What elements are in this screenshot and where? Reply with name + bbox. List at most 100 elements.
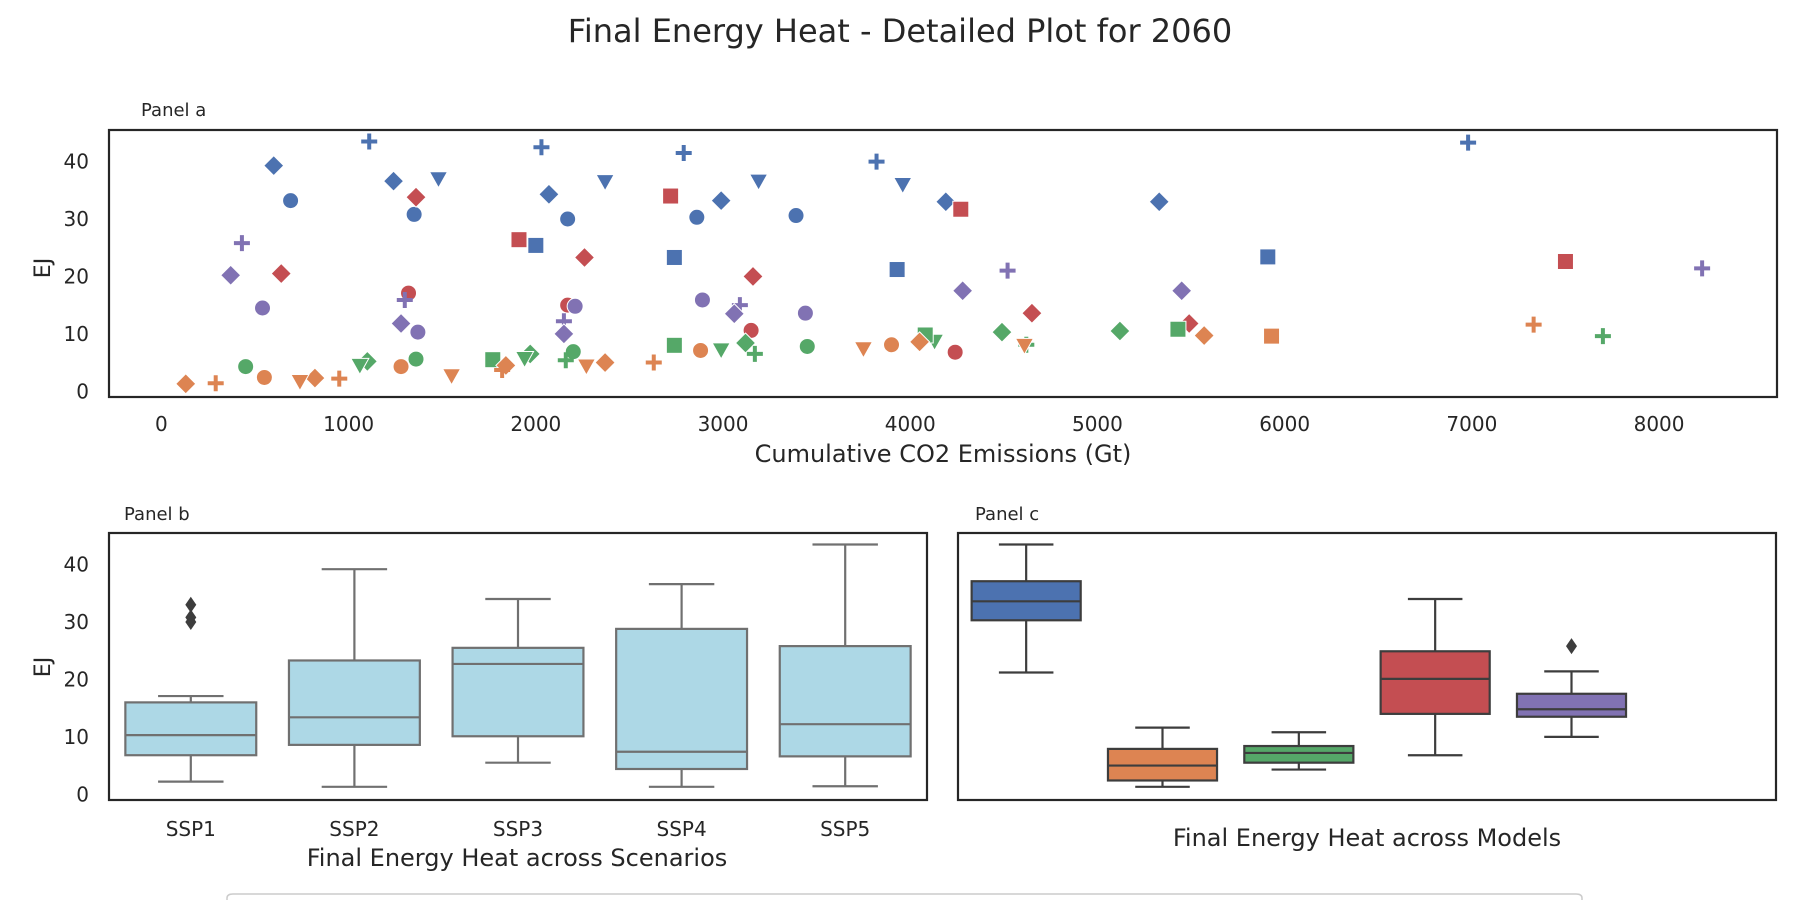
panel-b-boxes xyxy=(124,543,912,788)
scatter-point xyxy=(1263,327,1281,345)
panel-b-ytick-label: 20 xyxy=(64,667,89,691)
panel-a-xtick-label: 2000 xyxy=(510,412,561,436)
panel-b: Panel b EJ Final Energy Heat across Scen… xyxy=(31,504,929,872)
scatter-point xyxy=(510,231,528,249)
scatter-point xyxy=(723,303,745,325)
scatter-point xyxy=(1169,320,1187,338)
scatter-point xyxy=(734,332,757,354)
scatter-point xyxy=(557,352,574,369)
scatter-point xyxy=(710,189,732,212)
scatter-point xyxy=(290,373,310,392)
panel-c-frame xyxy=(956,531,1778,802)
scatter-point xyxy=(675,144,692,161)
panel-c-box xyxy=(970,543,1082,674)
panel-c-box xyxy=(1515,638,1628,738)
panel-c: Panel c Final Energy Heat across Models xyxy=(956,504,1778,852)
scatter-point xyxy=(935,191,957,213)
panel-a: Panel a EJ Cumulative CO2 Emissions (Gt)… xyxy=(31,100,1779,468)
scatter-point xyxy=(952,200,970,218)
panel-b-box xyxy=(287,568,421,788)
scatter-point xyxy=(396,291,413,308)
scatter-point xyxy=(392,358,410,376)
panel-a-xtick-label: 5000 xyxy=(1072,412,1123,436)
panel-b-frame xyxy=(107,531,929,802)
scatter-point xyxy=(888,261,906,279)
panel-b-box xyxy=(124,596,258,783)
scatter-point xyxy=(908,331,931,353)
scatter-point xyxy=(219,264,242,286)
scatter-point xyxy=(796,304,814,322)
panel-b-box-iqr xyxy=(451,646,585,738)
scatter-point xyxy=(853,341,874,359)
scatter-point xyxy=(742,265,764,288)
scatter-point xyxy=(595,174,615,192)
legend-box-edge xyxy=(226,893,1583,900)
scatter-point xyxy=(1460,134,1477,151)
scatter-point xyxy=(441,368,462,386)
scatter-point xyxy=(999,262,1016,279)
panel-c-box xyxy=(1243,731,1355,771)
scatter-point xyxy=(951,280,974,302)
scatter-point xyxy=(787,207,805,225)
figure-title: Final Energy Heat - Detailed Plot for 20… xyxy=(568,12,1232,50)
scatter-point xyxy=(688,208,706,226)
panel-c-box xyxy=(1379,597,1491,757)
panel-c-box xyxy=(1106,726,1219,788)
panel-b-xtick-label: SSP1 xyxy=(166,817,216,841)
panel-c-boxes xyxy=(970,543,1628,788)
panel-b-box-iqr xyxy=(778,645,912,758)
panel-a-points xyxy=(175,133,1711,395)
panel-c-box-outlier xyxy=(1566,638,1577,655)
scatter-point xyxy=(693,291,711,309)
panel-c-box-iqr xyxy=(1515,692,1628,718)
scatter-point xyxy=(233,235,250,252)
scatter-point xyxy=(255,368,273,386)
panel-a-label: Panel a xyxy=(141,100,206,121)
panel-b-label: Panel b xyxy=(124,504,190,525)
scatter-point xyxy=(282,192,300,210)
panel-b-box xyxy=(451,597,585,764)
panel-b-ytick-label: 30 xyxy=(64,610,89,634)
scatter-point xyxy=(868,153,885,170)
scatter-point xyxy=(692,341,710,359)
scatter-point xyxy=(559,210,577,228)
scatter-point xyxy=(946,343,964,361)
scatter-point xyxy=(1694,260,1711,277)
scatter-point xyxy=(665,248,683,266)
scatter-point xyxy=(484,351,502,369)
scatter-point xyxy=(527,236,545,254)
scatter-point xyxy=(1021,302,1043,324)
scatter-point xyxy=(1014,337,1035,356)
scatter-point xyxy=(711,342,732,360)
panel-a-ylabel: EJ xyxy=(31,258,56,278)
panel-a-xtick-label: 1000 xyxy=(323,412,374,436)
scatter-point xyxy=(382,170,405,192)
scatter-point xyxy=(1193,324,1215,347)
scatter-point xyxy=(538,183,560,206)
panel-b-box-iqr xyxy=(124,701,258,757)
panel-b-box-outlier xyxy=(185,596,197,613)
scatter-point xyxy=(645,354,662,371)
scatter-point xyxy=(270,262,292,285)
scatter-point xyxy=(405,205,423,223)
scatter-point xyxy=(407,350,425,368)
panel-b-xlabel: Final Energy Heat across Scenarios xyxy=(307,844,728,872)
panel-a-xtick-label: 4000 xyxy=(885,412,936,436)
panel-b-xtick-label: SSP4 xyxy=(657,817,707,841)
panel-b-box-outlier xyxy=(185,609,197,626)
scatter-point xyxy=(748,173,769,192)
scatter-point xyxy=(494,362,511,379)
scatter-point xyxy=(573,246,596,269)
panel-b-box-iqr xyxy=(615,627,749,771)
scatter-point xyxy=(1556,252,1574,270)
panel-b-xtick-label: SSP5 xyxy=(820,817,870,841)
scatter-point xyxy=(350,357,370,376)
panel-a-xtick-label: 6000 xyxy=(1259,412,1310,436)
scatter-point xyxy=(331,370,348,387)
panel-b-box xyxy=(778,543,912,788)
scatter-point xyxy=(237,358,255,376)
panel-b-ytick-label: 0 xyxy=(76,782,89,806)
scatter-point xyxy=(1594,328,1611,345)
scatter-point xyxy=(566,297,584,315)
